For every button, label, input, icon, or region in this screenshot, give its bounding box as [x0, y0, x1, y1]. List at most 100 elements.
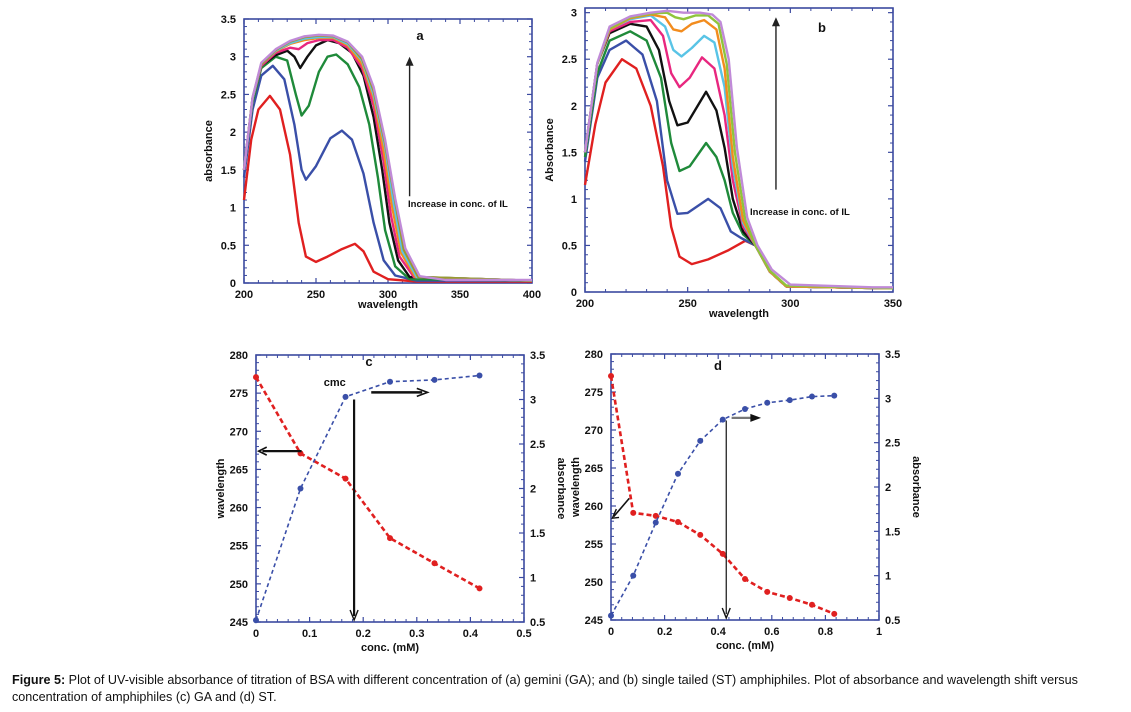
chart-panel-d: 0 0.2 0.4 0.6 0.8 1 245 250 255 260 265 270 275 280 0.… [570, 349, 922, 652]
panel-label: c [365, 354, 372, 369]
wavelength-data-point [630, 509, 637, 516]
x-axis-label: conc. (mM) [361, 642, 419, 654]
caption-label: Figure 5: [12, 673, 66, 687]
x-tick-label: 0.1 [302, 628, 317, 640]
chart-panel-a: 200 250 300 350 400 0 0.5 1 1.5 2 2.5 3 3.5 wavelengt… [203, 14, 541, 311]
y-tick-label: 0.5 [562, 240, 577, 252]
absorbance-data-point [387, 378, 393, 385]
x-tick-label: 0.2 [657, 626, 672, 638]
cmc-arrow-head [721, 607, 731, 620]
y-tick-label: 1 [230, 203, 236, 215]
y-axis-label: wavelength [570, 457, 582, 518]
x-tick-label: 200 [235, 289, 253, 301]
y2-tick-label: 1.5 [530, 528, 545, 540]
absorbance-data-point [476, 372, 483, 379]
left-axis-arrow-head [611, 508, 620, 519]
y-tick-label: 3 [571, 8, 577, 20]
wavelength-series-line [254, 376, 481, 590]
y-tick-label: 250 [230, 579, 248, 591]
absorbance-data-point [675, 470, 681, 477]
y-tick-label: 3.5 [221, 14, 236, 26]
y2-tick-label: 0.5 [885, 615, 900, 627]
annotation-text: Increase in conc. of IL [750, 207, 850, 218]
panel-label: d [714, 358, 722, 373]
x-tick-label: 0.4 [463, 628, 479, 640]
absorbance-data-point [764, 399, 771, 406]
wavelength-series-line [609, 375, 835, 616]
absorbance-data-point [831, 392, 838, 399]
increase-arrow-head [405, 56, 414, 66]
wavelength-data-point [253, 374, 259, 381]
wavelength-data-point [431, 560, 438, 567]
y-tick-label: 250 [585, 577, 603, 589]
y-tick-label: 1.5 [221, 165, 236, 177]
y2-tick-label: 3.5 [885, 349, 900, 361]
y2-tick-label: 1 [885, 571, 891, 583]
absorbance-data-point [652, 519, 659, 526]
y-tick-label: 3 [230, 52, 236, 64]
absorbance-data-point [431, 376, 438, 383]
figure-caption: Figure 5: Plot of UV-visible absorbance … [12, 672, 1127, 706]
wavelength-data-point [476, 585, 483, 592]
chart-panel-c: 0 0.1 0.2 0.3 0.4 0.5 245 250 255 260 265 270 275 280… [215, 350, 567, 654]
y2-tick-label: 3.5 [530, 350, 545, 362]
y-axis-label: Absorbance [544, 118, 556, 182]
y2-tick-label: 1 [530, 573, 536, 585]
spectrum-line [583, 13, 894, 290]
y-tick-label: 270 [585, 425, 603, 437]
plot-frame [584, 7, 894, 293]
y-tick-label: 0 [230, 278, 236, 290]
panel-label: a [416, 28, 424, 43]
absorbance-data-point [342, 393, 349, 400]
absorbance-data-point [630, 572, 637, 579]
y-axis-label: wavelength [215, 458, 227, 519]
x-tick-label: 0.2 [356, 628, 371, 640]
x-tick-label: 0 [253, 628, 259, 640]
x-tick-label: 250 [307, 289, 325, 301]
x-tick-label: 400 [523, 289, 541, 301]
left-axis-arrow-shaft [613, 497, 630, 518]
spectrum-line [583, 14, 894, 290]
x-tick-label: 350 [451, 289, 469, 301]
spectrum-line [242, 64, 532, 282]
right-axis-arrow-head [750, 413, 762, 422]
x-tick-label: 0 [608, 626, 614, 638]
x-tick-label: 200 [576, 298, 594, 310]
x-tick-label: 0.5 [516, 628, 531, 640]
wavelength-data-point [387, 535, 393, 542]
y-tick-label: 2 [230, 127, 236, 139]
y-tick-label: 1.5 [562, 147, 577, 159]
x-axis-label: conc. (mM) [716, 640, 774, 652]
caption-text: Plot of UV-visible absorbance of titrati… [12, 673, 1078, 704]
spectrum-line [583, 11, 894, 290]
wavelength-data-point [675, 518, 681, 525]
x-axis-label: wavelength [357, 299, 418, 311]
absorbance-data-point [253, 617, 259, 624]
y-tick-label: 2.5 [221, 89, 236, 101]
absorbance-data-point [742, 405, 748, 412]
y2-tick-label: 3 [885, 393, 891, 405]
wavelength-data-point [786, 594, 793, 601]
y-tick-label: 260 [585, 501, 603, 513]
y2-tick-label: 0.5 [530, 617, 545, 629]
increase-arrow-head [771, 17, 780, 27]
annotation-text: Increase in conc. of IL [408, 199, 508, 210]
spectrum-line [242, 53, 533, 282]
x-tick-label: 250 [678, 298, 696, 310]
y-tick-label: 260 [230, 503, 248, 515]
wavelength-data-point [809, 601, 815, 608]
y-tick-label: 275 [230, 388, 248, 400]
spectrum-line [242, 94, 532, 283]
plot-frame [255, 354, 525, 623]
absorbance-series-line [255, 374, 480, 621]
absorbance-data-point [719, 416, 726, 423]
x-tick-label: 0.6 [764, 626, 779, 638]
y2-tick-label: 3 [530, 395, 536, 407]
x-tick-label: 350 [884, 298, 902, 310]
wavelength-data-point [742, 575, 748, 582]
y2-tick-label: 1.5 [885, 526, 900, 538]
wavelength-data-point [697, 531, 704, 538]
y2-tick-label: 2 [885, 482, 891, 494]
y-tick-label: 280 [230, 350, 248, 362]
